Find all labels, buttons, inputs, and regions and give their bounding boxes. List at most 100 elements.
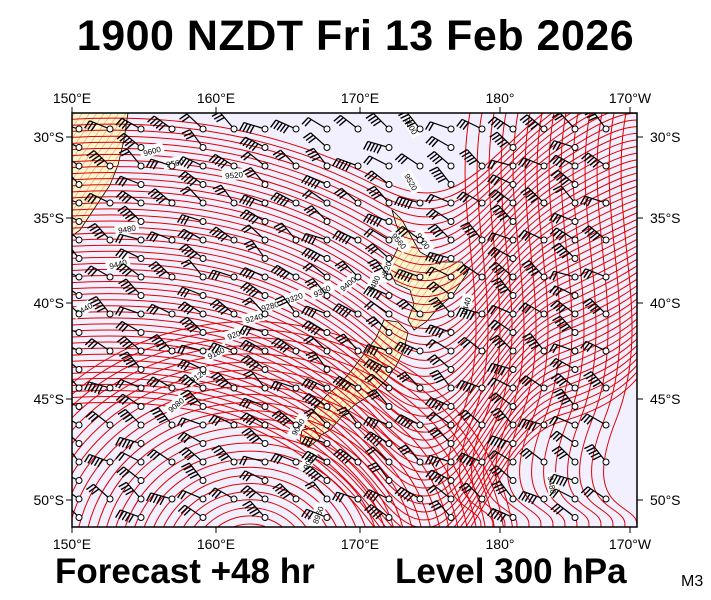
contour-line: [519, 113, 554, 527]
wind-barb-station: [302, 132, 331, 151]
wind-barb-station: [424, 121, 455, 133]
wind-barb-station: [521, 260, 548, 281]
contour-line: [72, 351, 637, 527]
wind-barb-station: [456, 307, 486, 321]
wind-barb-station: [72, 199, 83, 207]
wind-barb-station: [398, 113, 424, 133]
wind-barb-station: [180, 259, 207, 281]
lat-label: 50°S: [650, 492, 681, 508]
contour-line: [204, 507, 296, 527]
wind-barb-station: [177, 504, 207, 521]
wind-barb-station: [301, 378, 331, 392]
contour-line: [124, 442, 376, 527]
wind-barb-station: [208, 487, 238, 503]
wind-barb-station: [72, 363, 83, 373]
top-lon-labels: 150°E 160°E 170°E 180° 170°W: [53, 90, 652, 106]
wind-barb-station: [549, 285, 579, 299]
wind-barb-station: [427, 427, 455, 447]
contour-line: [72, 113, 583, 226]
wind-barb-station: [459, 149, 486, 170]
wind-barb-station: [425, 208, 455, 225]
wind-barb-station: [272, 149, 300, 170]
lon-label: 170°W: [609, 90, 652, 106]
contour-line: [447, 113, 482, 527]
wind-barb-station: [239, 194, 269, 207]
wind-barb-station: [364, 243, 393, 262]
wind-barb-station: [458, 482, 486, 503]
wind-barb-station: [456, 118, 486, 133]
wind-barb-station: [584, 444, 610, 466]
wind-barb-station: [301, 436, 331, 448]
wind-barb-station: [270, 192, 300, 207]
wind-barb-station: [394, 414, 424, 429]
contour-line: [106, 426, 394, 527]
wind-barb-station: [211, 445, 238, 466]
wind-barb-station: [393, 268, 424, 283]
wind-barb-station: [212, 184, 238, 207]
wind-barb-station: [518, 375, 548, 392]
wind-barb-station: [367, 462, 393, 484]
wind-barb-station: [147, 188, 176, 207]
wind-barb-station: [242, 370, 269, 392]
wind-barb-station: [242, 167, 269, 188]
wind-barb-station: [208, 269, 238, 281]
wind-barb-station: [456, 264, 486, 281]
lat-label: 40°S: [33, 295, 64, 311]
contour-line: [134, 450, 366, 527]
contour-label: 9520: [225, 170, 244, 181]
wind-barb-station: [181, 462, 207, 484]
wind-barb-station: [178, 171, 207, 188]
wind-barb-station: [301, 320, 331, 336]
wind-barb-station: [146, 449, 176, 466]
wind-barb-station: [239, 470, 269, 484]
wind-barb-station: [455, 379, 486, 394]
wind-barb-station: [429, 166, 455, 188]
wind-barb-station: [488, 189, 517, 207]
wind-barb-station: [549, 227, 579, 244]
wind-barb-station: [487, 450, 517, 466]
wind-barb-station: [114, 509, 145, 523]
australia-land: [72, 113, 129, 237]
wind-barb-station: [549, 357, 579, 373]
wind-barb-station: [365, 113, 393, 133]
wind-barb-station: [72, 346, 83, 355]
wind-barb-station: [426, 354, 455, 373]
wind-barb-station: [147, 115, 176, 133]
wind-barb-station: [72, 143, 83, 151]
wind-barb-station: [240, 485, 269, 503]
wind-barb-station: [208, 342, 238, 355]
wind-barb-station: [549, 154, 579, 170]
model-code-label: M3: [681, 573, 704, 590]
wind-barb-station: [240, 354, 269, 373]
wind-barb-station: [116, 466, 145, 484]
wind-barb-station: [550, 300, 579, 318]
wind-barb-station: [426, 484, 455, 503]
wind-barb-station: [363, 155, 393, 170]
wind-barb-station: [115, 451, 145, 466]
wind-barb-station: [363, 358, 393, 374]
wind-barb-station: [333, 114, 362, 133]
wind-barb-station: [366, 185, 393, 207]
wind-barb-station: [548, 343, 579, 355]
wind-barb-station: [177, 301, 207, 318]
wind-barb-station: [363, 343, 393, 356]
wind-barb-station: [397, 444, 424, 466]
wind-barb-station: [303, 408, 331, 429]
wind-barb-station: [72, 290, 83, 299]
wind-barb-station: [488, 392, 517, 410]
right-lat-labels: 30°S 35°S 40°S 45°S 50°S: [650, 129, 681, 508]
wind-barb-station: [487, 377, 517, 392]
contour-line: [72, 126, 637, 266]
wind-barb-station: [115, 393, 145, 410]
contour-line: [72, 271, 637, 441]
wind-barb-station: [363, 431, 393, 447]
wind-barb-station: [116, 263, 145, 281]
wind-barb-station: [210, 372, 238, 392]
wind-barb-station: [72, 436, 83, 447]
wind-barb-station: [366, 389, 393, 410]
wind-barb-station: [582, 298, 610, 318]
contour-line: [72, 179, 637, 330]
wind-barb-station: [270, 264, 300, 281]
wind-barb-station: [550, 503, 579, 521]
wind-barb-station: [239, 325, 269, 337]
